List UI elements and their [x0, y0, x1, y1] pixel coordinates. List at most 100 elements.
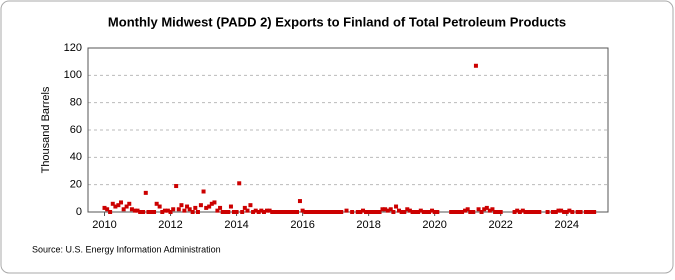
point — [209, 201, 214, 206]
point — [487, 208, 492, 213]
point — [454, 210, 459, 214]
x-tick-label: 2010 — [92, 219, 116, 231]
point — [515, 208, 520, 213]
point — [193, 205, 198, 210]
point — [253, 208, 258, 213]
point — [275, 210, 280, 214]
point — [195, 210, 200, 214]
point — [154, 201, 159, 206]
point — [451, 210, 456, 214]
point — [171, 207, 176, 212]
point — [179, 203, 184, 208]
point — [286, 210, 291, 214]
point — [303, 210, 308, 214]
point — [314, 210, 319, 214]
point — [358, 210, 363, 214]
source: Source: U.S. Energy Information Administ… — [32, 244, 221, 254]
y-tick-label: 120 — [64, 42, 82, 54]
point — [223, 210, 228, 214]
point — [526, 210, 531, 214]
point — [248, 203, 253, 208]
x-tick-label: 2016 — [290, 219, 314, 231]
point — [385, 208, 390, 213]
point — [537, 210, 542, 214]
point — [567, 208, 572, 213]
point — [190, 210, 195, 214]
point — [328, 210, 333, 214]
point — [226, 210, 231, 214]
point — [476, 207, 481, 212]
point — [162, 208, 167, 213]
point — [292, 210, 297, 214]
point — [457, 210, 462, 214]
point — [273, 210, 278, 214]
point — [531, 210, 536, 214]
point — [215, 208, 220, 213]
point — [589, 210, 594, 214]
point — [383, 207, 388, 212]
point — [174, 184, 179, 189]
point — [121, 207, 126, 212]
point — [127, 201, 132, 206]
point — [251, 210, 256, 214]
point — [418, 208, 423, 213]
point — [270, 210, 275, 214]
x-tick-label: 2012 — [158, 219, 182, 231]
chart-border — [0, 0, 674, 274]
point — [407, 208, 412, 213]
point — [308, 210, 313, 214]
chart-title: Monthly Midwest (PADD 2) Exports to Finl… — [108, 14, 566, 29]
point — [220, 210, 225, 214]
point — [545, 210, 550, 214]
point — [240, 210, 245, 214]
point — [427, 210, 432, 214]
point — [182, 208, 187, 213]
point — [234, 210, 239, 214]
point — [482, 207, 487, 212]
point — [149, 210, 154, 214]
x-tick-label: 2022 — [488, 219, 512, 231]
point — [534, 210, 539, 214]
y-tick-label: 60 — [70, 124, 82, 136]
point — [484, 205, 489, 210]
point — [146, 210, 151, 214]
point — [319, 210, 324, 214]
point — [289, 210, 294, 214]
point — [245, 208, 250, 213]
point — [168, 210, 173, 214]
point — [465, 207, 470, 212]
point — [108, 210, 113, 214]
point — [424, 210, 429, 214]
point — [124, 204, 129, 209]
point — [135, 208, 140, 213]
point — [261, 210, 266, 214]
point — [204, 205, 209, 210]
point — [300, 208, 305, 213]
point — [460, 210, 465, 214]
point — [394, 204, 399, 209]
point — [228, 204, 233, 209]
point — [185, 204, 190, 209]
point — [165, 208, 170, 213]
point — [201, 189, 206, 194]
point — [129, 207, 134, 212]
y-tick-label: 80 — [70, 97, 82, 109]
point — [377, 210, 382, 214]
point — [187, 207, 192, 212]
point — [212, 200, 217, 205]
point — [529, 210, 534, 214]
point — [410, 210, 415, 214]
point — [435, 210, 440, 214]
point — [556, 208, 561, 213]
point — [592, 210, 597, 214]
y-axis-label: Thousand Barrels — [40, 86, 52, 173]
point — [231, 210, 236, 214]
point — [344, 208, 349, 213]
point — [306, 210, 311, 214]
point — [512, 210, 517, 214]
point — [468, 210, 473, 214]
point — [586, 210, 591, 214]
point — [336, 210, 341, 214]
point — [317, 210, 322, 214]
